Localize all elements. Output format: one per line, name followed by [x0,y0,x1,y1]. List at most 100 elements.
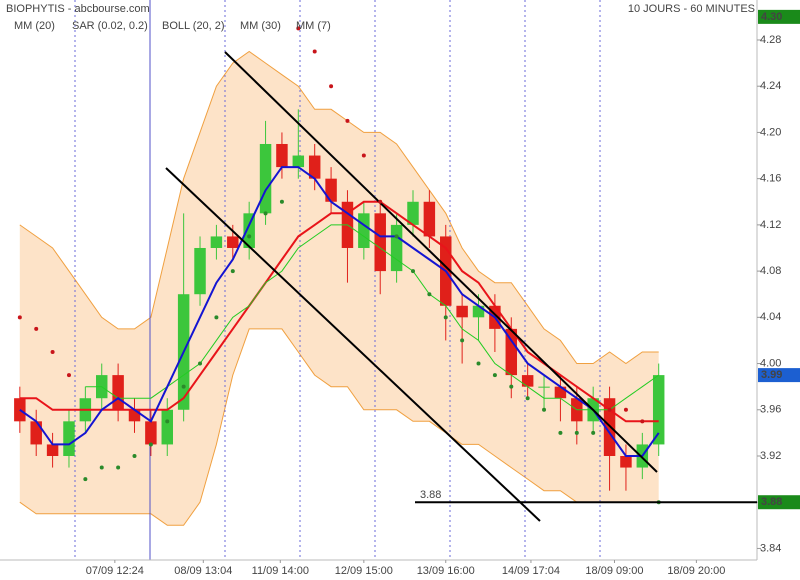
sar-dot [492,373,497,378]
y-tick-label: 4.08 [760,265,781,277]
sar-dot [509,384,514,389]
sar-dot [640,419,645,424]
sar-dot [460,338,465,343]
boll-upper [19,50,659,365]
price-marker-label: 4.30 [761,11,782,23]
sar-dot [83,477,88,482]
candle-body [554,386,567,399]
candle-body [652,375,665,445]
candle-body [505,328,518,376]
top-layer: 3.84 3.88 3.92 3.96 4.00 4.04 4.08 4.12 4.16 4.20… [14,9,800,577]
candle-body [30,421,42,445]
y-tick-label: 4.20 [760,126,781,138]
candle-body [210,236,223,248]
sar-dot [66,373,71,378]
sar-dot [263,211,268,216]
sar-dot [329,84,334,89]
sar-dot [99,465,104,470]
y-tick-label: 4.16 [760,173,781,185]
sar-dot [427,292,432,297]
candle-body [456,305,468,318]
candle-body [472,305,485,318]
main-layer [14,109,665,491]
candle-body [374,213,386,272]
trend-lines [165,51,658,522]
candle-body [259,143,272,214]
x-tick-label: 12/09 15:00 [335,565,393,577]
candle-body [521,375,534,387]
candle-body [112,375,124,410]
y-tick-label: 3.96 [760,404,781,416]
sar-dot [542,407,547,412]
sar-dot [17,315,22,320]
y-tick-label: 4.24 [760,80,781,92]
candle-body [423,201,436,237]
y-tick-label: 4.00 [760,357,781,369]
y-tick-label: 4.12 [760,219,781,231]
candle-body [308,155,321,179]
candle-body [128,409,141,422]
y-tick-label: 4.04 [760,311,781,323]
chart-subtitle: 10 JOURS - 60 MINUTES [628,3,755,15]
y-tick-label: 3.84 [760,542,781,554]
moving-average [85,224,659,411]
sar-dot [165,419,170,424]
price-marker-label: 3.99 [761,369,782,381]
legend-entry: BOLL (20, 2) [162,20,225,32]
legend-entry: SAR (0.02, 0.2) [72,20,148,32]
sar-dot [591,430,596,435]
sar-dot [558,430,563,435]
sar-dot [361,153,366,158]
x-tick-label: 08/09 13:04 [174,565,232,577]
candle-body [390,224,403,272]
price-marker [758,495,800,510]
x-tick-label: 07/09 12:24 [86,565,144,577]
sar-dot [394,234,399,239]
candle-body [46,444,59,456]
trend-line [224,51,658,473]
x-tick-label: 18/09 20:00 [667,565,725,577]
sar-dot [181,384,186,389]
sar-dot [247,234,252,239]
legend-entry: MM (20) [14,20,55,32]
candle-body [63,421,75,456]
chart-title: BIOPHYTIS - abcbourse.com [6,3,150,15]
y-tick-label: 3.92 [760,450,781,462]
candle-body [292,155,305,168]
candle-body [325,178,337,202]
sar-dot [623,407,628,412]
sar-dot [378,199,383,204]
moving-average [19,166,660,457]
candle-body [227,236,239,248]
candle-body [276,143,288,168]
price-marker-label: 3.88 [761,496,782,508]
sar-dot [34,326,39,331]
sar-dot [476,361,481,366]
candle-body [358,213,370,248]
candle-body [145,421,157,445]
x-tick-label: 13/09 16:00 [417,565,475,577]
sar-dot [132,453,137,458]
sar-dot [607,407,612,412]
sar-dot [525,396,530,401]
sar-dot [443,315,448,320]
sar-dot [214,315,219,320]
support-label: 3.88 [420,489,441,501]
candle-body [620,455,632,468]
candle-body [538,386,550,388]
sar-dot [198,361,203,366]
x-tick-label: 18/09 09:00 [585,565,643,577]
sar-dot [279,199,284,204]
x-tick-label: 11/09 14:00 [252,565,309,577]
sar-dot [50,349,55,354]
sar-dot [574,430,579,435]
sar-dot [312,49,317,54]
sar-dot [230,269,235,274]
sar-dot [148,442,153,447]
boll-lower [19,328,659,526]
price-marker [758,368,800,383]
sar-dot [345,118,350,123]
candle-body [407,201,419,225]
